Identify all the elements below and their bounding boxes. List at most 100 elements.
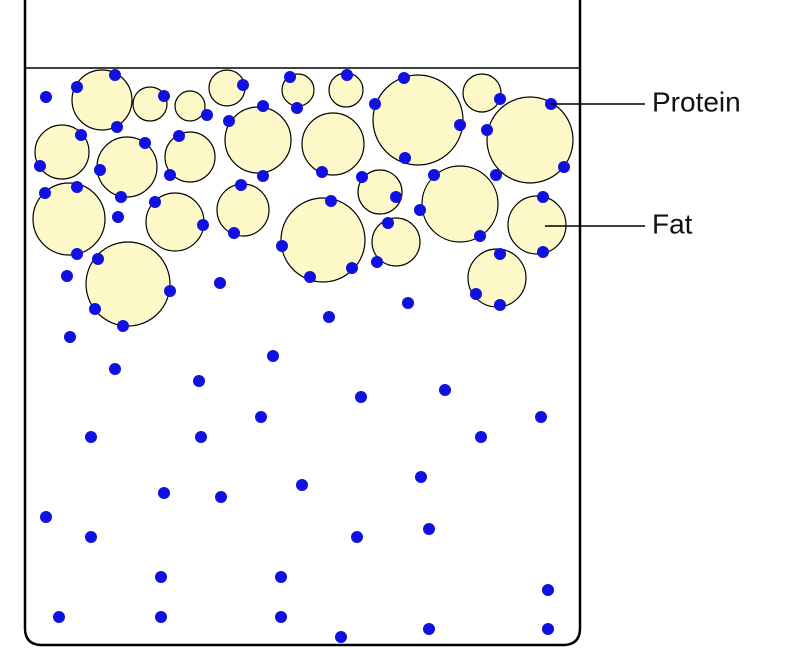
fat-globule <box>372 74 464 166</box>
protein-dot <box>71 248 83 260</box>
protein-dot <box>275 611 287 623</box>
protein-dot <box>201 109 213 121</box>
protein-dot <box>542 584 554 596</box>
protein-dot <box>193 375 205 387</box>
fat-globule <box>71 69 133 131</box>
protein-dot <box>89 303 101 315</box>
protein-dot <box>537 246 549 258</box>
fat-globule <box>216 183 270 237</box>
protein-dot <box>112 211 124 223</box>
protein-dot <box>92 253 104 265</box>
protein-dots <box>34 69 570 643</box>
protein-dot <box>542 623 554 635</box>
protein-dot <box>223 115 235 127</box>
protein-dot <box>415 471 427 483</box>
protein-dot <box>371 256 383 268</box>
protein-dot <box>53 611 65 623</box>
protein-dot <box>34 160 46 172</box>
protein-dot <box>494 248 506 260</box>
protein-dot <box>109 69 121 81</box>
protein-dot <box>158 487 170 499</box>
protein-dot <box>323 311 335 323</box>
fat-globule <box>371 217 421 267</box>
protein-dot <box>235 179 247 191</box>
protein-dot <box>164 169 176 181</box>
protein-dot <box>537 191 549 203</box>
protein-dot <box>454 119 466 131</box>
protein-dot <box>109 363 121 375</box>
fat-globule <box>486 96 574 184</box>
protein-dot <box>355 391 367 403</box>
protein-dot <box>197 219 209 231</box>
protein-dot <box>494 93 506 105</box>
fat-globule <box>280 197 366 283</box>
protein-dot <box>356 171 368 183</box>
fat-globule <box>34 124 90 180</box>
protein-dot <box>296 479 308 491</box>
protein-dot <box>490 169 502 181</box>
protein-dot <box>173 130 185 142</box>
protein-dot <box>39 187 51 199</box>
protein-dot <box>115 191 127 203</box>
protein-dot <box>474 230 486 242</box>
protein-dot <box>117 320 129 332</box>
protein-dot <box>369 98 381 110</box>
protein-dot <box>40 511 52 523</box>
protein-dot <box>215 491 227 503</box>
beaker <box>23 0 582 647</box>
protein-dot <box>75 129 87 141</box>
protein-dot <box>228 227 240 239</box>
protein-label: Protein <box>652 86 741 117</box>
fat-globule <box>301 112 365 176</box>
protein-dot <box>195 431 207 443</box>
protein-dot <box>414 204 426 216</box>
protein-dot <box>341 69 353 81</box>
protein-dot <box>71 81 83 93</box>
fat-globule <box>164 131 216 183</box>
protein-dot <box>257 100 269 112</box>
protein-dot <box>71 181 83 193</box>
protein-dot <box>85 431 97 443</box>
fat-globule <box>174 90 206 122</box>
protein-dot <box>398 72 410 84</box>
protein-dot <box>111 121 123 133</box>
fat-globules <box>32 69 574 327</box>
protein-dot <box>494 299 506 311</box>
protein-dot <box>439 384 451 396</box>
protein-dot <box>276 240 288 252</box>
protein-dot <box>94 164 106 176</box>
protein-dot <box>423 523 435 535</box>
protein-dot <box>64 331 76 343</box>
protein-dot <box>61 270 73 282</box>
fat-globule <box>32 182 106 256</box>
protein-dot <box>481 124 493 136</box>
protein-dot <box>346 262 358 274</box>
protein-dot <box>470 288 482 300</box>
fat-label: Fat <box>652 208 693 239</box>
protein-dot <box>382 217 394 229</box>
protein-dot <box>149 196 161 208</box>
protein-dot <box>335 631 347 643</box>
fat-globule <box>357 169 403 215</box>
protein-dot <box>155 611 167 623</box>
protein-dot <box>237 79 249 91</box>
protein-dot <box>164 285 176 297</box>
protein-dot <box>291 102 303 114</box>
fat-globule <box>224 106 292 174</box>
protein-dot <box>85 531 97 543</box>
protein-dot <box>40 91 52 103</box>
protein-dot <box>316 166 328 178</box>
protein-dot <box>325 195 337 207</box>
protein-dot <box>535 411 547 423</box>
protein-dot <box>155 571 167 583</box>
protein-dot <box>390 191 402 203</box>
protein-dot <box>304 271 316 283</box>
protein-dot <box>423 623 435 635</box>
protein-dot <box>428 169 440 181</box>
protein-dot <box>558 161 570 173</box>
protein-dot <box>214 277 226 289</box>
protein-dot <box>284 71 296 83</box>
protein-dot <box>402 297 414 309</box>
